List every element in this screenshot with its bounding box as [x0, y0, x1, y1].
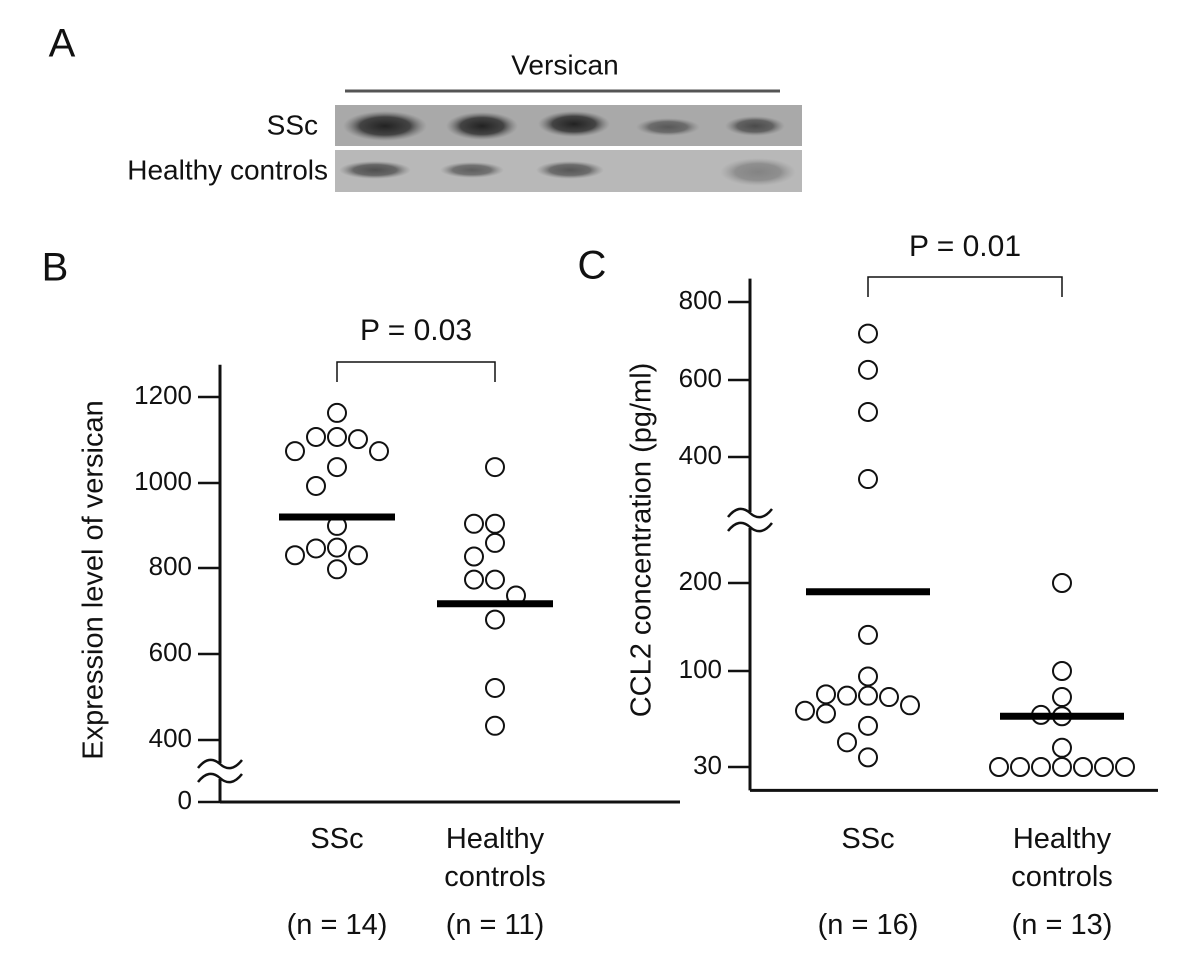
data-point: [1052, 661, 1072, 681]
data-point: [879, 687, 899, 708]
data-point: [858, 685, 878, 706]
x-tick-label: Healthy controls: [444, 823, 546, 893]
data-point: [485, 513, 505, 534]
data-point: [858, 401, 878, 422]
blot-row-label: SSc: [267, 109, 318, 140]
data-point: [327, 457, 347, 478]
data-point: [464, 569, 484, 590]
axis-break-gap: [216, 763, 224, 779]
panel-label: B: [42, 246, 69, 290]
significance-bracket: [867, 276, 1063, 297]
data-point: [858, 747, 878, 768]
data-point: [285, 545, 305, 566]
data-point: [858, 323, 878, 344]
p-value: P = 0.03: [360, 314, 472, 347]
data-point: [327, 537, 347, 558]
data-point: [1073, 757, 1093, 777]
significance-bracket: [336, 361, 496, 382]
blot-image: [335, 105, 802, 192]
axis-break: [727, 521, 773, 533]
data-point: [464, 513, 484, 534]
data-point: [795, 700, 815, 721]
data-point: [348, 429, 368, 450]
data-point: [816, 684, 836, 705]
y-tick-label: 600: [149, 637, 192, 667]
data-point: [369, 441, 389, 462]
n-label: (n = 13): [1011, 909, 1113, 941]
y-tick-label: 600: [679, 363, 722, 393]
data-point: [306, 538, 326, 559]
data-point: [1031, 757, 1051, 777]
data-point: [1115, 757, 1135, 777]
data-point: [837, 685, 857, 706]
data-point: [485, 457, 505, 478]
axis-break: [197, 758, 243, 770]
data-point: [485, 677, 505, 698]
data-point: [1010, 757, 1030, 777]
data-point: [816, 703, 836, 724]
p-value: P = 0.01: [909, 230, 1021, 263]
n-label: (n = 14): [286, 909, 388, 941]
data-point: [285, 441, 305, 462]
data-point: [1052, 737, 1072, 758]
data-point: [858, 359, 878, 380]
panel-label: C: [578, 244, 607, 288]
y-tick-label: 800: [679, 285, 722, 315]
axis-break: [197, 772, 243, 784]
y-tick-label: 100: [679, 654, 722, 684]
data-point: [464, 546, 484, 567]
x-tick-label: SSc: [310, 823, 364, 855]
data-point: [306, 475, 326, 496]
data-point: [306, 426, 326, 447]
axis-break-gap: [746, 512, 754, 528]
data-point: [327, 426, 347, 447]
data-point: [858, 624, 878, 645]
data-point: [858, 666, 878, 687]
data-point: [837, 732, 857, 753]
data-point: [989, 757, 1009, 777]
y-axis-title: Expression level of versican: [78, 400, 110, 759]
panel-label: A: [49, 22, 76, 66]
y-tick-label: 1000: [134, 466, 192, 496]
data-point: [485, 569, 505, 590]
axis-break: [727, 507, 773, 519]
y-axis-title: CCL2 concentration (pg/ml): [626, 363, 658, 718]
y-tick-label: 400: [679, 440, 722, 470]
data-point: [1052, 757, 1072, 777]
y-tick-label: 0: [178, 785, 192, 815]
data-point: [900, 695, 920, 716]
data-point: [485, 715, 505, 736]
data-point: [327, 559, 347, 580]
data-point: [1052, 687, 1072, 708]
y-tick-label: 1200: [134, 380, 192, 410]
data-point: [485, 609, 505, 630]
blot-row-label: Healthy controls: [127, 154, 328, 185]
data-point: [485, 532, 505, 553]
data-point: [858, 469, 878, 490]
y-tick-label: 30: [693, 750, 722, 780]
y-tick-label: 400: [149, 723, 192, 753]
data-point: [327, 402, 347, 423]
data-point: [858, 715, 878, 736]
y-tick-label: 200: [679, 566, 722, 596]
n-label: (n = 16): [817, 909, 919, 941]
data-point: [1052, 573, 1072, 593]
data-point: [348, 545, 368, 566]
blot-title: Versican: [511, 49, 618, 80]
n-label: (n = 11): [445, 909, 545, 941]
x-tick-label: SSc: [841, 823, 895, 855]
y-tick-label: 800: [149, 551, 192, 581]
data-point: [1094, 757, 1114, 777]
x-tick-label: Healthy controls: [1011, 823, 1113, 893]
